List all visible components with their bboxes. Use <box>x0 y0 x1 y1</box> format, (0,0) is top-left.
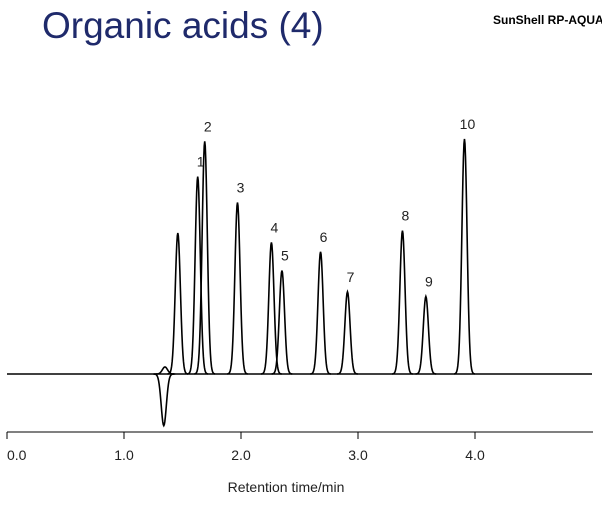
peak <box>415 293 437 375</box>
peak-label: 3 <box>237 179 245 195</box>
peak-label: 2 <box>204 118 212 134</box>
peak <box>337 289 358 375</box>
x-tick-label: 3.0 <box>348 447 368 463</box>
x-tick-label: 2.0 <box>231 447 251 463</box>
peak-label: 4 <box>271 219 279 235</box>
x-tick-label: 1.0 <box>114 447 134 463</box>
peak <box>392 230 413 375</box>
peak <box>454 138 475 375</box>
peak-label: 8 <box>402 208 410 224</box>
peak <box>310 251 331 375</box>
peak <box>153 373 175 428</box>
peak-label: 7 <box>347 269 355 285</box>
peak <box>227 202 248 375</box>
peak <box>194 141 216 375</box>
peak-label: 5 <box>281 248 289 264</box>
slide-title: Organic acids (4) <box>42 5 324 46</box>
peak-label: 9 <box>425 273 433 289</box>
peak-label: 6 <box>320 229 328 245</box>
peak-label: 1 <box>197 154 205 170</box>
peak <box>261 242 282 375</box>
peak <box>271 270 293 375</box>
peak-label: 10 <box>460 116 476 132</box>
x-tick-label: 4.0 <box>465 447 485 463</box>
x-tick-label: 0.0 <box>7 447 27 463</box>
peak <box>167 232 189 375</box>
peak <box>154 366 176 375</box>
x-axis-label: Retention time/min <box>228 479 345 495</box>
peak <box>187 176 209 375</box>
brand: SunShell RP-AQUA <box>493 13 602 27</box>
